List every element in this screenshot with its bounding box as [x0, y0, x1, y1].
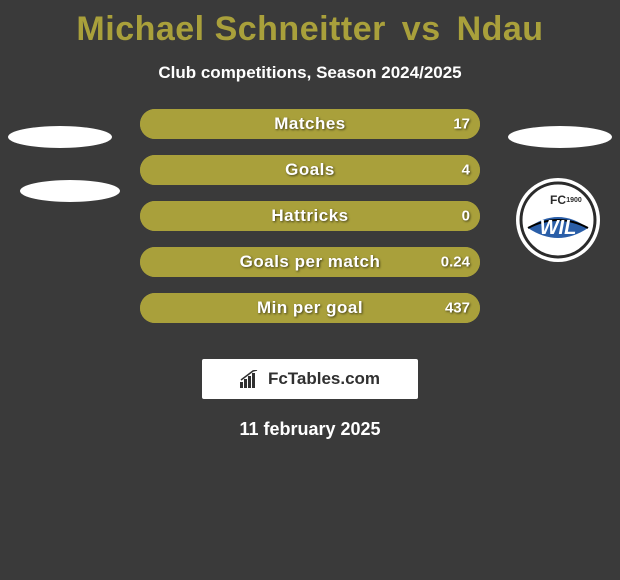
- player2-name: Ndau: [457, 10, 544, 48]
- stat-label: Goals per match: [140, 252, 480, 272]
- stat-value-right: 0.24: [441, 254, 470, 271]
- stat-value-right: 437: [445, 300, 470, 317]
- player1-name: Michael Schneitter: [76, 10, 385, 48]
- stat-bar: Hattricks0: [140, 201, 480, 231]
- stat-value-right: 0: [462, 208, 470, 225]
- stat-bar: Goals per match0.24: [140, 247, 480, 277]
- title: Michael Schneitter vs Ndau: [0, 0, 620, 49]
- avatar-placeholder: [508, 126, 612, 148]
- date-text: 11 february 2025: [0, 419, 620, 440]
- stat-row: Min per goal437: [0, 293, 620, 339]
- vs-text: vs: [402, 10, 441, 48]
- stat-label: Goals: [140, 160, 480, 180]
- stat-bar: Matches17: [140, 109, 480, 139]
- stat-label: Hattricks: [140, 206, 480, 226]
- comparison-card: Michael Schneitter vs Ndau Club competit…: [0, 0, 620, 580]
- avatar-placeholder: [20, 180, 120, 202]
- stat-row: Goals per match0.24: [0, 247, 620, 293]
- stat-row: Hattricks0: [0, 201, 620, 247]
- stat-value-right: 17: [453, 116, 470, 133]
- stat-bar: Goals4: [140, 155, 480, 185]
- watermark[interactable]: FcTables.com: [202, 359, 418, 399]
- stat-value-right: 4: [462, 162, 470, 179]
- stat-label: Matches: [140, 114, 480, 134]
- stat-label: Min per goal: [140, 298, 480, 318]
- watermark-text: FcTables.com: [268, 369, 380, 389]
- subtitle: Club competitions, Season 2024/2025: [0, 63, 620, 83]
- avatar-placeholder: [8, 126, 112, 148]
- chart-icon: [240, 370, 262, 388]
- stat-bar: Min per goal437: [140, 293, 480, 323]
